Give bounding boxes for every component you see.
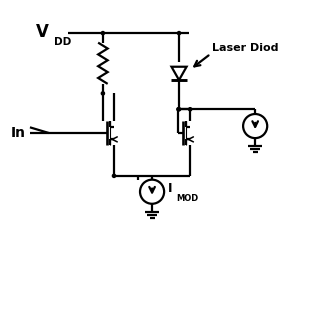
Text: I: I bbox=[168, 182, 172, 195]
Circle shape bbox=[178, 32, 180, 35]
Circle shape bbox=[188, 108, 192, 111]
Text: V: V bbox=[36, 22, 49, 41]
Circle shape bbox=[178, 108, 180, 111]
Text: Laser Diod: Laser Diod bbox=[212, 43, 279, 53]
Circle shape bbox=[101, 92, 105, 95]
Circle shape bbox=[101, 32, 105, 35]
Circle shape bbox=[177, 108, 180, 111]
Text: DD: DD bbox=[54, 37, 71, 47]
Text: MOD: MOD bbox=[176, 194, 198, 203]
Text: In: In bbox=[11, 126, 26, 140]
Circle shape bbox=[112, 174, 116, 178]
